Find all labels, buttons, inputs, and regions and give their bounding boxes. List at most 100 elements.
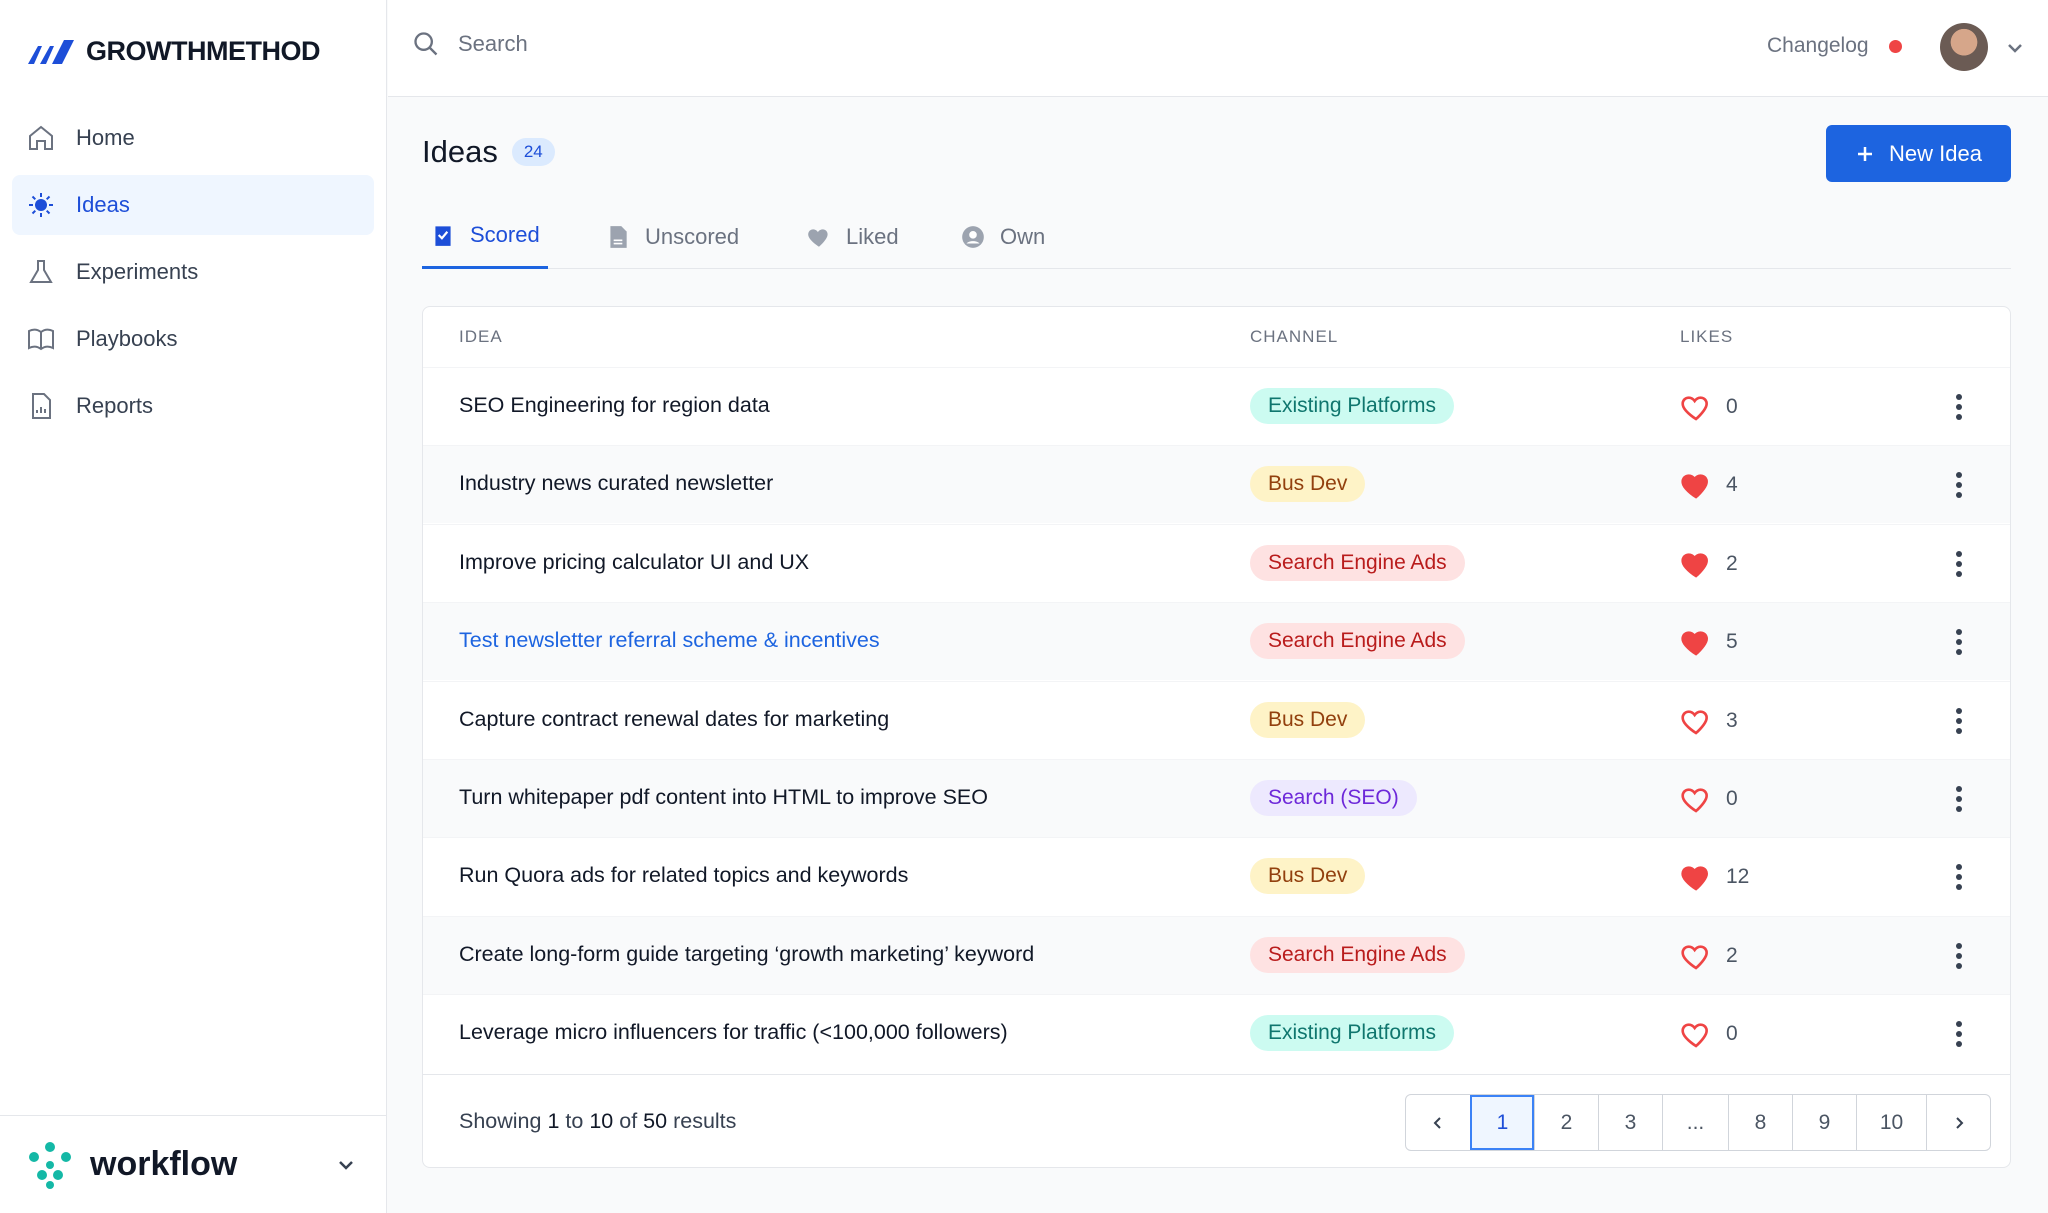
page-button[interactable]: 10 — [1856, 1095, 1926, 1150]
row-menu[interactable] — [1953, 1019, 1965, 1054]
table-row[interactable]: Turn whitepaper pdf content into HTML to… — [423, 759, 2010, 837]
tab[interactable]: Own — [952, 204, 1053, 269]
likes[interactable]: 0 — [1680, 783, 1738, 815]
avatar[interactable] — [1940, 23, 1988, 71]
idea-title[interactable]: Create long-form guide targeting ‘growth… — [459, 941, 1035, 966]
workspace-icon — [29, 1141, 71, 1189]
idea-title[interactable]: Leverage micro influencers for traffic (… — [459, 1020, 1008, 1045]
likes[interactable]: 2 — [1680, 940, 1738, 972]
table-row[interactable]: Create long-form guide targeting ‘growth… — [423, 915, 2010, 994]
idea-title[interactable]: Run Quora ads for related topics and key… — [459, 863, 909, 888]
changelog[interactable]: Changelog — [1767, 34, 1902, 58]
kebab-icon — [1956, 550, 1962, 577]
table-row[interactable]: SEO Engineering for region data Existing … — [423, 367, 2010, 445]
likes[interactable]: 0 — [1680, 391, 1738, 423]
nav-item[interactable]: Ideas — [12, 175, 374, 235]
workspace-switcher[interactable]: workflow — [0, 1115, 387, 1213]
page-button[interactable]: 8 — [1728, 1095, 1792, 1150]
column-header: CHANNEL — [1250, 327, 1339, 346]
tab[interactable]: Liked — [798, 204, 907, 269]
idea-title[interactable]: SEO Engineering for region data — [459, 393, 770, 417]
channel-badge: Search Engine Ads — [1250, 544, 1465, 581]
channel-badge: Bus Dev — [1250, 466, 1366, 503]
next-page[interactable] — [1926, 1095, 1990, 1150]
idea-title[interactable]: Industry news curated newsletter — [459, 471, 774, 496]
row-menu[interactable] — [1953, 706, 1965, 741]
row-menu[interactable] — [1953, 627, 1965, 662]
page-button[interactable]: 9 — [1792, 1095, 1856, 1150]
idea-title[interactable]: Capture contract renewal dates for marke… — [459, 706, 890, 731]
tab[interactable]: Scored — [422, 204, 548, 269]
like-count: 12 — [1726, 865, 1750, 889]
row-menu[interactable] — [1953, 941, 1965, 976]
chevron — [339, 1160, 353, 1170]
logo[interactable]: GROWTHMETHOD — [26, 36, 320, 67]
table-row[interactable]: Industry news curated newsletter Bus Dev 4 — [423, 445, 2010, 524]
chevron-right — [1955, 1116, 1963, 1129]
tab[interactable]: Unscored — [597, 204, 747, 269]
table-footer: Showing 1 to 10 of 50 results 1 2 3... 8 9 10 — [423, 1074, 2010, 1167]
table-row[interactable]: Leverage micro influencers for traffic (… — [423, 994, 2010, 1073]
kebab-icon — [1956, 864, 1962, 891]
row-menu[interactable] — [1953, 392, 1965, 427]
changelog-label: Changelog — [1767, 34, 1869, 57]
heart-icon[interactable] — [1680, 783, 1712, 815]
heart-icon[interactable] — [1680, 861, 1712, 893]
page-button[interactable]: 1 — [1470, 1095, 1534, 1150]
heart-icon[interactable] — [1680, 626, 1712, 658]
kebab-icon — [1956, 942, 1962, 969]
kebab-icon — [1956, 394, 1962, 420]
likes[interactable]: 5 — [1680, 626, 1738, 658]
idea-title[interactable]: Test newsletter referral scheme & incent… — [459, 628, 880, 653]
page-button[interactable]: 2 — [1534, 1095, 1598, 1150]
nav-item[interactable]: Experiments — [12, 242, 374, 302]
idea-title[interactable]: Improve pricing calculator UI and UX — [459, 549, 810, 574]
row-menu[interactable] — [1953, 784, 1965, 819]
prev-page[interactable] — [1406, 1095, 1470, 1150]
nav-item[interactable]: Reports — [12, 376, 374, 436]
channel-badge: Search Engine Ads — [1250, 623, 1465, 660]
nav-icon — [29, 260, 53, 283]
new-idea-button[interactable]: New Idea — [1826, 125, 2011, 182]
tab-label: Unscored — [645, 223, 740, 249]
likes[interactable]: 3 — [1680, 705, 1738, 737]
search[interactable]: Search — [412, 30, 528, 58]
likes[interactable]: 12 — [1680, 861, 1749, 893]
row-menu[interactable] — [1953, 862, 1965, 897]
row-menu[interactable] — [1953, 549, 1965, 584]
chevron-left — [1433, 1116, 1441, 1129]
kebab-icon — [1956, 472, 1962, 499]
page-button[interactable]: ... — [1662, 1095, 1728, 1150]
like-count: 3 — [1726, 708, 1738, 732]
heart-icon[interactable] — [1680, 940, 1712, 972]
table-row[interactable]: Test newsletter referral scheme & incent… — [423, 602, 2010, 681]
likes[interactable]: 0 — [1680, 1018, 1738, 1050]
heart-icon[interactable] — [1680, 705, 1712, 737]
nav-label: Experiments — [76, 259, 199, 284]
pagination: 1 2 3... 8 9 10 — [1405, 1094, 1991, 1151]
like-count: 5 — [1726, 630, 1738, 654]
likes[interactable]: 2 — [1680, 548, 1738, 580]
idea-count: 24 — [511, 138, 555, 166]
page-title: Ideas — [422, 134, 498, 169]
row-menu[interactable] — [1953, 470, 1965, 505]
channel-badge: Bus Dev — [1250, 701, 1366, 738]
channel-badge: Existing Platforms — [1250, 388, 1455, 424]
nav-item[interactable]: Home — [12, 108, 374, 168]
table-row[interactable]: Capture contract renewal dates for marke… — [423, 680, 2010, 759]
heart-icon[interactable] — [1680, 391, 1712, 423]
table-row[interactable]: Run Quora ads for related topics and key… — [423, 837, 2010, 916]
ideas-table: IDEA CHANNEL LIKES SEO Engineering for r… — [422, 306, 2011, 1168]
nav-icon — [32, 393, 51, 419]
avatar-chevron[interactable] — [2005, 38, 2025, 58]
likes[interactable]: 4 — [1680, 469, 1738, 501]
search-placeholder: Search — [458, 31, 528, 56]
heart-icon[interactable] — [1680, 469, 1712, 501]
page-button[interactable]: 3 — [1598, 1095, 1662, 1150]
like-count: 0 — [1726, 395, 1738, 418]
heart-icon[interactable] — [1680, 1018, 1712, 1050]
nav-item[interactable]: Playbooks — [12, 309, 374, 369]
idea-title[interactable]: Turn whitepaper pdf content into HTML to… — [459, 785, 988, 809]
heart-icon[interactable] — [1680, 548, 1712, 580]
table-row[interactable]: Improve pricing calculator UI and UX Sear… — [423, 523, 2010, 602]
